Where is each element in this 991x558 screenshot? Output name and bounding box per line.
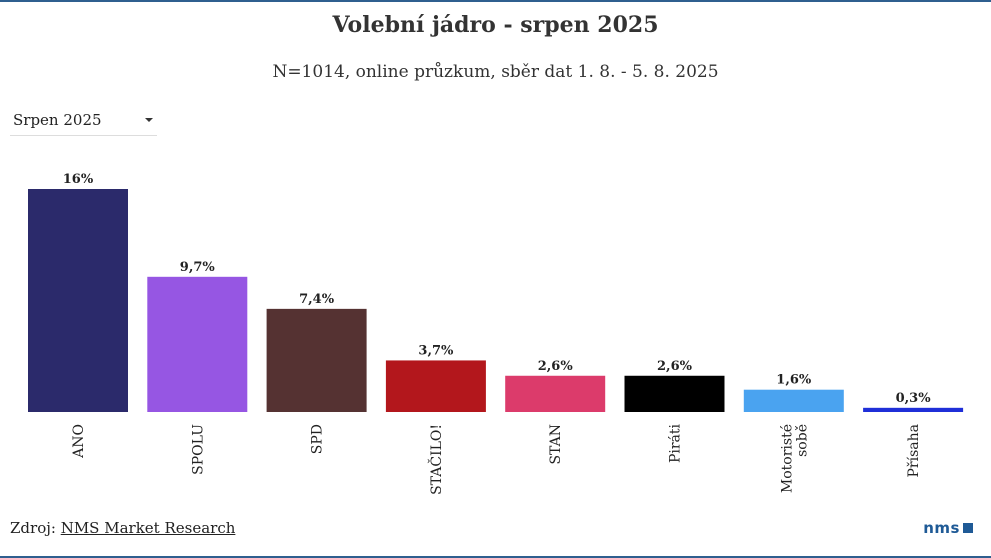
category-label-3: STAČILO! <box>427 424 445 495</box>
category-label-line: ANO <box>71 424 87 459</box>
nms-logo: nms <box>923 519 973 537</box>
category-label-1: SPOLU <box>190 424 206 475</box>
source-link[interactable]: NMS Market Research <box>60 519 236 537</box>
category-label-line: Přísaha <box>906 424 922 477</box>
bar-chart: 16% ANO 9,7% SPOLU 7,4% SPD 3,7% STAČILO! 2,6% ST… <box>28 172 964 495</box>
bar-6 <box>743 389 844 412</box>
period-select-value: Srpen 2025 <box>13 111 102 129</box>
top-frame-line <box>0 0 991 2</box>
caret-down-icon <box>145 118 153 122</box>
logo-text: nms <box>923 519 960 537</box>
bar-7 <box>863 407 964 412</box>
category-label-0: ANO <box>71 424 87 459</box>
category-label-4: STAN <box>548 424 564 465</box>
data-label-1: 9,7% <box>180 260 216 275</box>
data-label-4: 2,6% <box>538 359 574 374</box>
chart-title: Volební jádro - srpen 2025 <box>332 12 659 38</box>
data-label-3: 3,7% <box>418 343 454 358</box>
period-select[interactable]: Srpen 2025 <box>10 104 157 136</box>
bottom-frame-line <box>0 556 991 558</box>
category-label-5: Piráti <box>668 423 684 463</box>
logo-square-icon <box>963 523 973 533</box>
data-label-5: 2,6% <box>657 359 693 374</box>
data-label-7: 0,3% <box>896 391 932 406</box>
source-line: Zdroj: NMS Market Research <box>10 519 235 537</box>
category-label-line: SPOLU <box>190 424 206 475</box>
bar-0 <box>28 189 128 412</box>
category-label-2: SPD <box>310 424 326 454</box>
bar-3 <box>385 360 486 412</box>
data-label-6: 1,6% <box>776 373 812 388</box>
category-label-line: SPD <box>310 424 326 454</box>
data-label-0: 16% <box>63 172 94 187</box>
chart-subtitle: N=1014, online průzkum, sběr dat 1. 8. -… <box>272 62 719 82</box>
bar-5 <box>624 375 725 412</box>
data-label-2: 7,4% <box>299 292 335 307</box>
category-label-7: Přísaha <box>906 424 922 477</box>
category-label-line: Motoristé <box>779 424 795 493</box>
category-label-6: Motoristé sobě <box>779 424 810 493</box>
category-label-line: Piráti <box>668 423 684 463</box>
bar-2 <box>266 308 367 412</box>
category-label-line: STAČILO! <box>427 424 445 495</box>
bar-1 <box>147 276 248 412</box>
bar-4 <box>505 375 606 412</box>
category-label-line: sobě <box>794 424 810 457</box>
category-label-line: STAN <box>548 424 564 465</box>
source-prefix: Zdroj: <box>10 519 61 537</box>
